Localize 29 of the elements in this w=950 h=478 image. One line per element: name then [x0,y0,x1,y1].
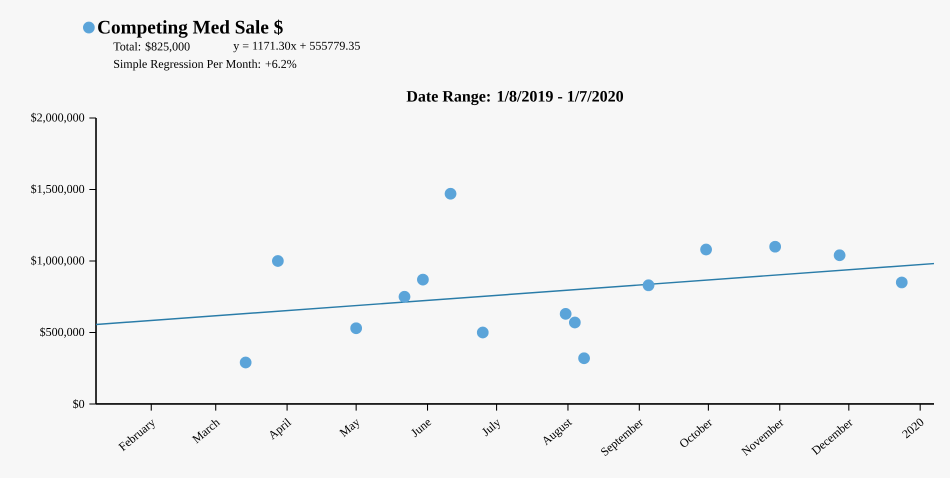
point [476,326,489,338]
text: Total: $825,000 [113,42,190,52]
text: Simple Regression Per Month: +6.2% [114,60,296,70]
text: y = 1171.30x + 555779.35 [233,42,360,52]
y-tick-label: $500,000 [40,327,84,338]
chart-title: Date Range: 1/8/2019 - 1/7/2020 [406,90,624,106]
x-tick-label: 2020 [902,418,924,438]
point [568,316,581,328]
point [417,274,429,286]
point [769,240,782,253]
point [560,308,572,320]
point [444,188,456,200]
y-tick-label: $1,000,000 [31,256,84,266]
point [700,244,712,256]
point [272,255,284,267]
x-tick-label: July [482,419,500,436]
y-tick-label: $0 [73,399,84,409]
point [240,356,252,368]
x-tick-label: June [411,420,432,438]
point [642,279,654,292]
y-tick-label: $2,000,000 [31,112,84,124]
point [578,352,590,364]
point [398,290,410,303]
y-tick-label: $1,500,000 [31,184,84,195]
legend-label: Competing Med Sale $ [98,20,283,38]
point [834,249,846,262]
point [350,322,362,334]
x-tick-label: May [338,419,360,438]
point [896,276,908,288]
